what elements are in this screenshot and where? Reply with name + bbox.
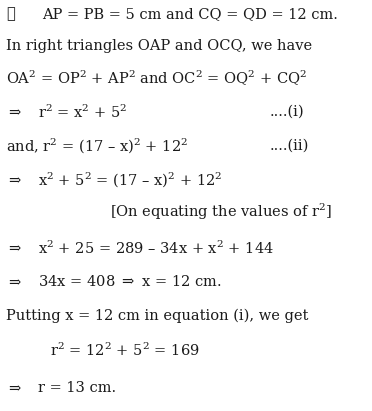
Text: [On equating the values of r$^2$]: [On equating the values of r$^2$] <box>110 202 332 222</box>
Text: $\Rightarrow$: $\Rightarrow$ <box>6 381 22 395</box>
Text: x$^2$ + 5$^2$ = (17 – x)$^2$ + 12$^2$: x$^2$ + 5$^2$ = (17 – x)$^2$ + 12$^2$ <box>38 171 222 189</box>
Text: ....(i): ....(i) <box>270 105 305 119</box>
Text: $\Rightarrow$: $\Rightarrow$ <box>6 173 22 187</box>
Text: ....(ii): ....(ii) <box>270 139 310 153</box>
Text: OA$^2$ = OP$^2$ + AP$^2$ and OC$^2$ = OQ$^2$ + CQ$^2$: OA$^2$ = OP$^2$ + AP$^2$ and OC$^2$ = OQ… <box>6 69 307 88</box>
Text: r = 13 cm.: r = 13 cm. <box>38 381 116 395</box>
Text: and, r$^2$ = (17 – x)$^2$ + 12$^2$: and, r$^2$ = (17 – x)$^2$ + 12$^2$ <box>6 136 188 155</box>
Text: r$^2$ = x$^2$ + 5$^2$: r$^2$ = x$^2$ + 5$^2$ <box>38 103 128 121</box>
Text: r$^2$ = 12$^2$ + 5$^2$ = 169: r$^2$ = 12$^2$ + 5$^2$ = 169 <box>50 342 200 359</box>
Text: In right triangles OAP and OCQ, we have: In right triangles OAP and OCQ, we have <box>6 39 312 53</box>
Text: AP = PB = 5 cm and CQ = QD = 12 cm.: AP = PB = 5 cm and CQ = QD = 12 cm. <box>42 7 338 21</box>
Text: x$^2$ + 25 = 289 – 34x + x$^2$ + 144: x$^2$ + 25 = 289 – 34x + x$^2$ + 144 <box>38 239 274 256</box>
Text: $\Rightarrow$: $\Rightarrow$ <box>6 241 22 255</box>
Text: ∴: ∴ <box>6 7 15 21</box>
Text: Putting x = 12 cm in equation (i), we get: Putting x = 12 cm in equation (i), we ge… <box>6 309 308 323</box>
Text: $\Rightarrow$: $\Rightarrow$ <box>6 105 22 119</box>
Text: $\Rightarrow$: $\Rightarrow$ <box>6 275 22 289</box>
Text: 34x = 408 $\Rightarrow$ x = 12 cm.: 34x = 408 $\Rightarrow$ x = 12 cm. <box>38 275 222 289</box>
